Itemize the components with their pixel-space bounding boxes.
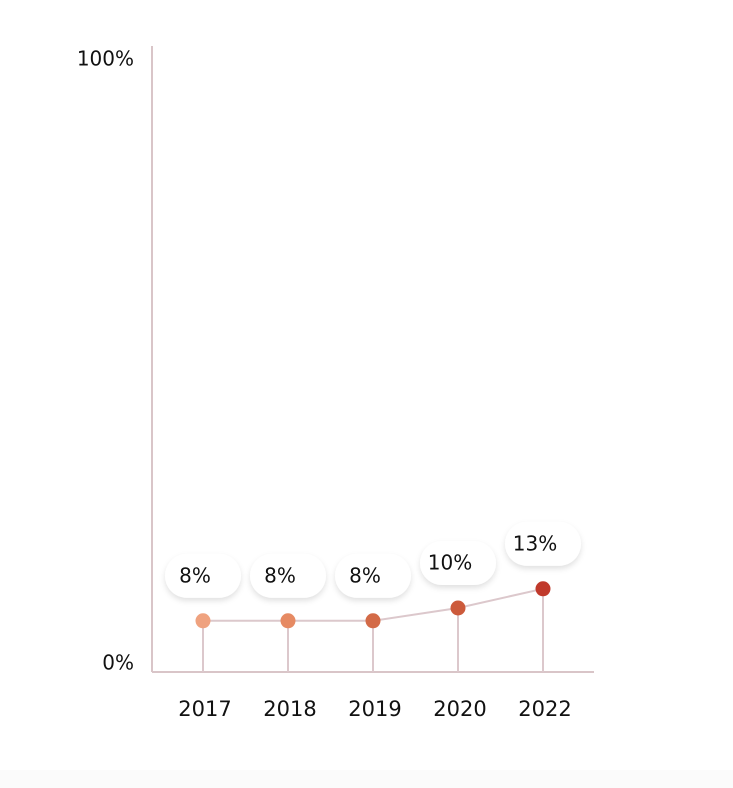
data-label-bubble: 10% — [420, 541, 496, 585]
data-label-background — [420, 541, 496, 585]
data-label: 8% — [349, 563, 381, 587]
data-points — [195, 581, 551, 629]
data-label-bubble: 13% — [505, 521, 581, 566]
data-point — [450, 600, 466, 616]
data-label-bubble: 8% — [335, 553, 411, 598]
data-point — [280, 613, 296, 629]
data-label-background — [335, 553, 411, 598]
bottom-band — [0, 770, 733, 788]
data-label: 8% — [264, 563, 296, 587]
data-label-background — [250, 553, 326, 598]
data-label: 13% — [513, 531, 557, 555]
y-tick-label: 0% — [102, 651, 134, 675]
data-label-bubble: 8% — [250, 553, 326, 598]
y-tick-label: 100% — [77, 47, 134, 71]
data-label-background — [505, 521, 581, 566]
data-point — [535, 581, 551, 597]
data-label-background — [165, 553, 241, 598]
x-tick-label: 2020 — [433, 697, 486, 721]
x-tick-label: 2018 — [263, 697, 316, 721]
x-tick-label: 2022 — [518, 697, 571, 721]
data-label-bubble: 8% — [165, 553, 241, 598]
data-label: 10% — [428, 551, 472, 575]
data-labels: 8% 8% 8% 10% 13% — [165, 521, 581, 598]
data-point — [195, 613, 211, 629]
data-point — [365, 613, 381, 629]
x-tick-label: 2017 — [178, 697, 231, 721]
stems — [202, 588, 544, 672]
data-label: 8% — [179, 563, 211, 587]
tick-labels: 0% 100% 2017 2018 2019 2020 2022 — [77, 47, 572, 722]
x-tick-label: 2019 — [348, 697, 401, 721]
